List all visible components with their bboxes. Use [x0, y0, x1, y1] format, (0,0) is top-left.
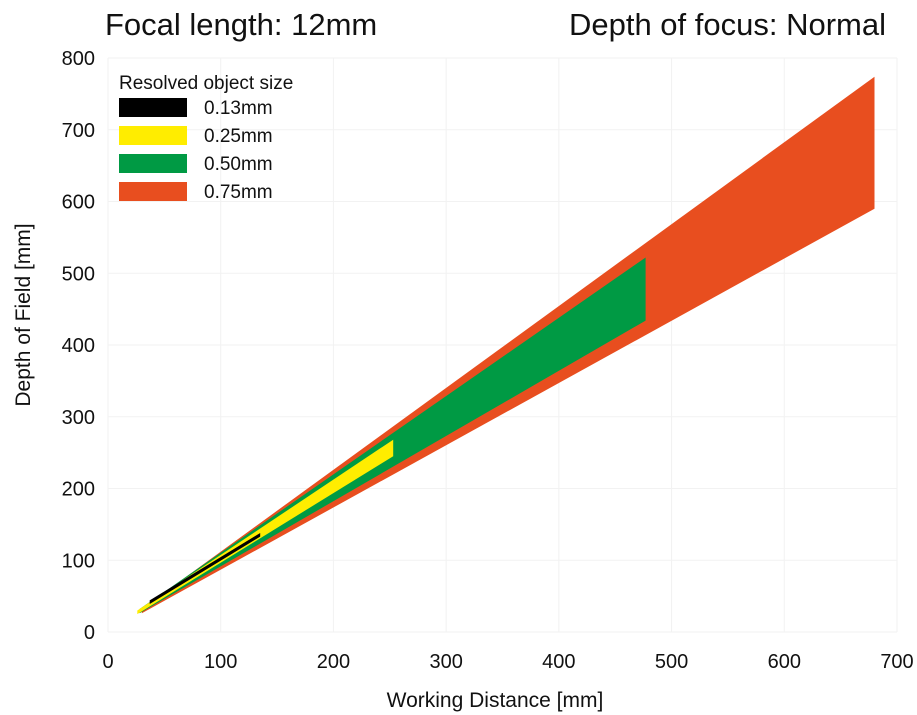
x-tick-label: 500 — [655, 651, 688, 673]
area-0-75mm — [141, 76, 875, 614]
depth-of-focus-title: Depth of focus: Normal — [569, 7, 886, 42]
y-tick-label: 500 — [62, 263, 95, 285]
x-tick-label: 0 — [102, 651, 113, 673]
legend-label: 0.13mm — [204, 98, 273, 119]
series-areas — [137, 76, 875, 615]
y-tick-label: 0 — [84, 622, 95, 644]
y-tick-label: 100 — [62, 550, 95, 572]
y-tick-label: 300 — [62, 407, 95, 429]
x-tick-label: 100 — [204, 651, 237, 673]
x-axis-title: Working Distance [mm] — [387, 689, 604, 712]
legend: Resolved object size 0.13mm 0.25mm 0.50mm 0… — [119, 73, 293, 203]
y-axis-title: Depth of Field [mm] — [12, 223, 35, 406]
y-tick-label: 700 — [62, 120, 95, 142]
x-tick-label: 700 — [880, 651, 913, 673]
y-tick-label: 400 — [62, 335, 95, 357]
area-0-13mm — [149, 533, 261, 604]
legend-swatch — [119, 154, 187, 173]
y-tick-label: 200 — [62, 479, 95, 501]
legend-label: 0.50mm — [204, 154, 273, 175]
area-0-50mm — [139, 257, 646, 614]
legend-title: Resolved object size — [119, 73, 293, 94]
y-tick-label: 800 — [62, 48, 95, 70]
legend-label: 0.25mm — [204, 126, 273, 147]
focal-length-title: Focal length: 12mm — [105, 7, 377, 42]
x-tick-label: 200 — [317, 651, 350, 673]
legend-swatch — [119, 126, 187, 145]
x-tick-label: 400 — [542, 651, 575, 673]
y-tick-label: 600 — [62, 192, 95, 214]
legend-swatch — [119, 182, 187, 201]
legend-label: 0.75mm — [204, 182, 273, 203]
tick-labels: 0 100 200 300 400 500 600 700 0 100 200 300 400 500 60… — [62, 48, 914, 673]
x-tick-label: 300 — [429, 651, 462, 673]
grid — [107, 57, 898, 633]
x-tick-label: 600 — [768, 651, 801, 673]
legend-swatch — [119, 98, 187, 117]
